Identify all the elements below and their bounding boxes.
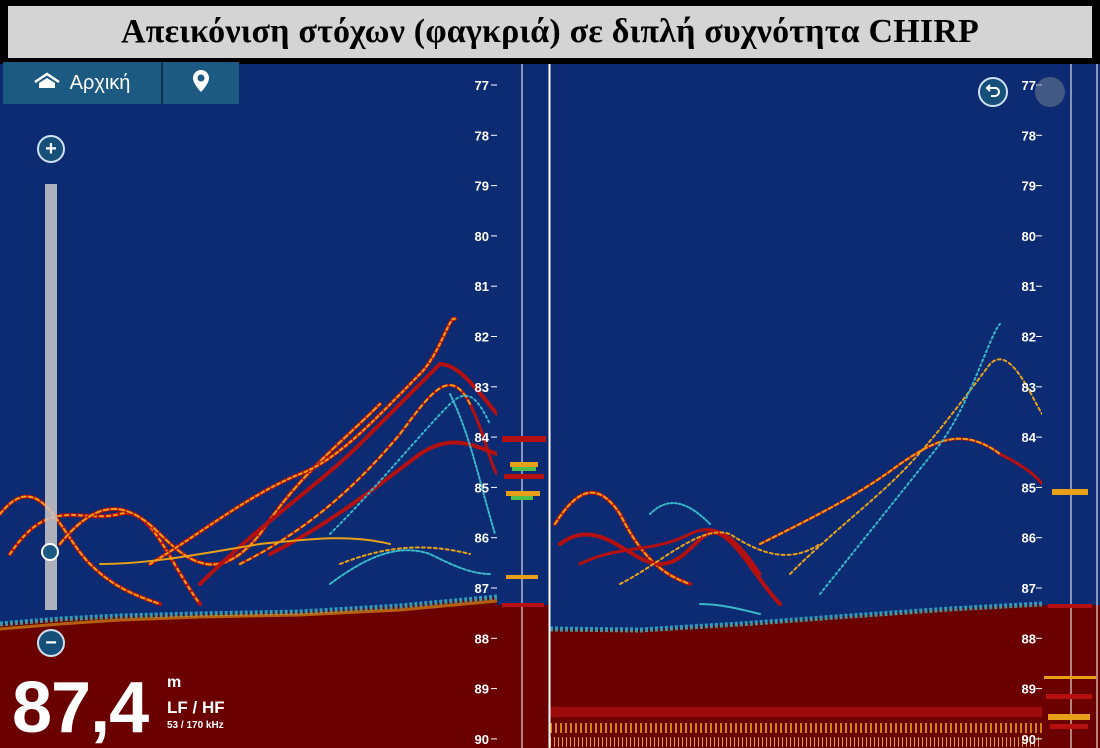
depth-tick-label: 87 — [1022, 581, 1036, 596]
minus-icon: − — [45, 632, 57, 654]
overlay-button[interactable] — [1035, 77, 1065, 107]
depth-tick-label: 84 — [1022, 430, 1037, 445]
zoom-out-button[interactable]: − — [37, 629, 65, 657]
sonar-display[interactable]: 77 78 79 80 81 82 83 84 85 86 87 88 89 90 77 78 79 80 81 8… — [0, 64, 1100, 748]
map-pin-icon — [192, 69, 210, 98]
page-title: Απεικόνιση στόχων (φαγκριά) σε διπλή συχ… — [121, 13, 979, 50]
depth-tick-label: 84 — [475, 430, 490, 445]
left-fish-targets — [0, 316, 499, 606]
left-depth-scale: 77 78 79 80 81 82 83 84 85 86 87 88 89 90 — [475, 78, 497, 747]
plus-icon: + — [45, 138, 57, 160]
depth-tick-label: 78 — [1022, 128, 1036, 143]
zoom-slider-track[interactable] — [45, 184, 57, 610]
right-depth-scale: 77 78 79 80 81 82 83 84 85 86 87 88 89 90 — [1022, 78, 1042, 747]
home-button[interactable]: Αρχική — [3, 62, 163, 104]
depth-tick-label: 80 — [1022, 229, 1036, 244]
depth-tick-label: 90 — [475, 732, 489, 747]
depth-tick-label: 79 — [475, 179, 489, 194]
depth-tick-label: 81 — [475, 279, 489, 294]
right-ascope-echoes — [1044, 489, 1096, 729]
title-bar: Απεικόνιση στόχων (φαγκριά) σε διπλή συχ… — [0, 0, 1100, 64]
depth-tick-label: 82 — [1022, 330, 1036, 345]
depth-tick-label: 79 — [1022, 179, 1036, 194]
depth-tick-label: 88 — [1022, 631, 1036, 646]
depth-tick-label: 86 — [475, 531, 489, 546]
left-ascope-echoes — [502, 436, 546, 607]
depth-tick-label: 88 — [475, 631, 489, 646]
depth-tick-label: 85 — [1022, 480, 1036, 495]
depth-value: 87,4 — [12, 668, 149, 748]
sonar-image: 77 78 79 80 81 82 83 84 85 86 87 88 89 90 77 78 79 80 81 8… — [0, 64, 1100, 748]
depth-tick-label: 78 — [475, 128, 489, 143]
title-box: Απεικόνιση στόχων (φαγκριά) σε διπλή συχ… — [8, 6, 1092, 58]
depth-tick-label: 86 — [1022, 531, 1036, 546]
frequency-values: 53 / 170 kHz — [167, 720, 224, 731]
frequency-mode: LF / HF — [167, 698, 225, 717]
depth-tick-label: 82 — [475, 330, 489, 345]
top-nav: Αρχική — [3, 62, 239, 104]
zoom-in-button[interactable]: + — [37, 135, 65, 163]
home-label: Αρχική — [69, 71, 131, 94]
depth-tick-label: 89 — [1022, 682, 1036, 697]
depth-unit: m — [167, 674, 182, 691]
home-icon — [33, 71, 60, 95]
zoom-slider-handle[interactable] — [41, 543, 59, 561]
depth-tick-label: 77 — [1022, 78, 1036, 93]
right-fish-targets — [553, 323, 1044, 615]
depth-tick-label: 77 — [475, 78, 489, 93]
depth-tick-label: 89 — [475, 682, 489, 697]
depth-tick-label: 83 — [475, 380, 489, 395]
depth-tick-label: 81 — [1022, 279, 1036, 294]
depth-tick-label: 85 — [475, 480, 489, 495]
undo-arrow-icon — [985, 82, 1001, 103]
depth-tick-label: 80 — [475, 229, 489, 244]
left-seabed — [0, 597, 497, 748]
back-button[interactable] — [978, 77, 1008, 107]
depth-tick-label: 90 — [1022, 732, 1036, 747]
waypoint-button[interactable] — [163, 62, 239, 104]
depth-tick-label: 83 — [1022, 380, 1036, 395]
depth-tick-label: 87 — [475, 581, 489, 596]
